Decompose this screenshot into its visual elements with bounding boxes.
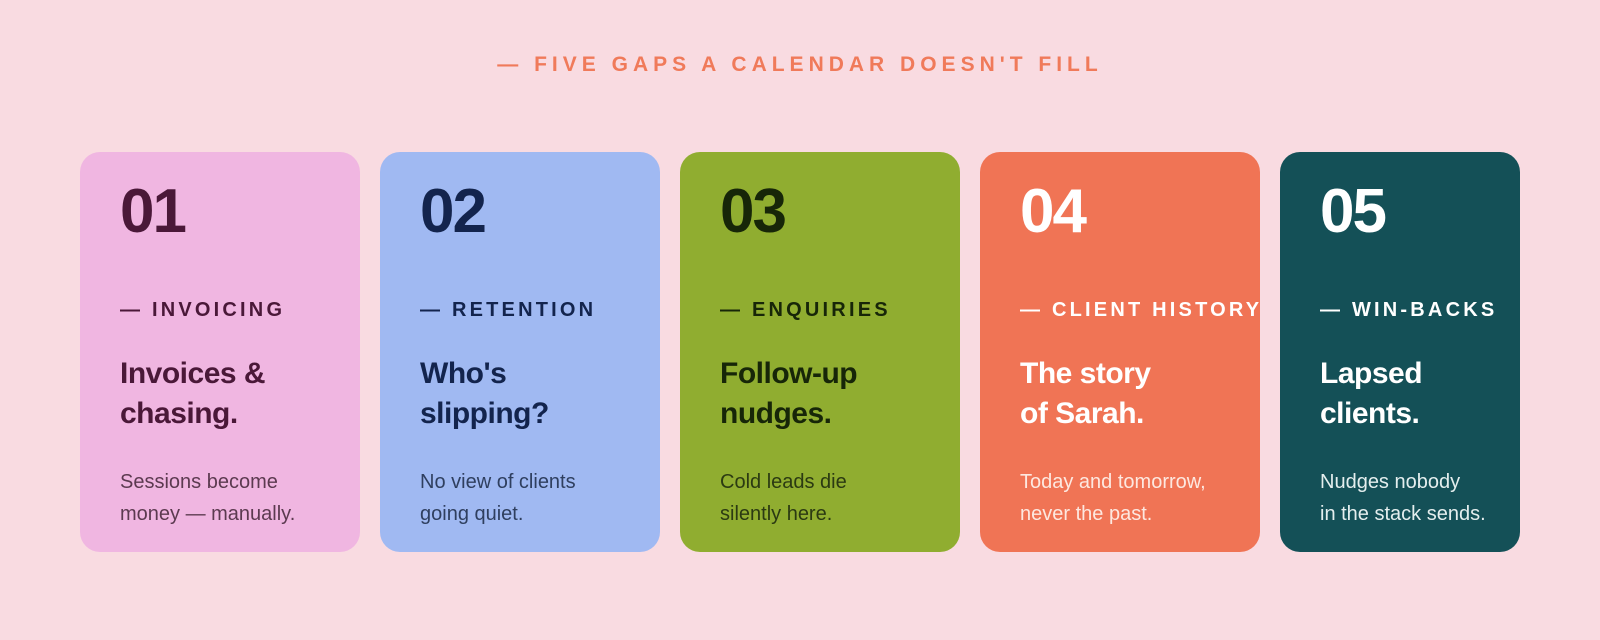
card-title-line: Who's <box>420 357 507 390</box>
card-tag: — ENQUIRIES <box>720 299 891 321</box>
card-title-line: chasing. <box>120 397 238 430</box>
card-description-line: Today and tomorrow, <box>1020 471 1206 493</box>
card-win-backs: 05 — WIN-BACKS Lapsed clients. Nudges no… <box>1280 152 1520 552</box>
card-description-line: Nudges nobody <box>1320 471 1461 493</box>
card-description-line: Cold leads die <box>720 471 847 493</box>
card-title-line: Lapsed <box>1320 357 1423 390</box>
card-tag: — RETENTION <box>420 299 597 321</box>
card-title: Who's slipping? <box>420 354 549 434</box>
card-number: 05 <box>1320 177 1387 246</box>
card-tag: — WIN-BACKS <box>1320 299 1498 321</box>
card-enquiries: 03 — ENQUIRIES Follow-up nudges. Cold le… <box>680 152 960 552</box>
card-description-line: never the past. <box>1020 503 1153 525</box>
card-description: Sessions become money — manually. <box>120 466 295 530</box>
card-description-line: No view of clients <box>420 471 576 493</box>
card-description: Nudges nobody in the stack sends. <box>1320 466 1486 530</box>
card-title-line: clients. <box>1320 397 1420 430</box>
card-invoicing: 01 — INVOICING Invoices & chasing. Sessi… <box>80 152 360 552</box>
card-title: Invoices & chasing. <box>120 354 266 434</box>
card-description-line: going quiet. <box>420 503 524 525</box>
card-number: 03 <box>720 177 787 246</box>
card-title: Follow-up nudges. <box>720 354 858 434</box>
card-number: 01 <box>120 177 187 246</box>
card-retention: 02 — RETENTION Who's slipping? No view o… <box>380 152 660 552</box>
card-number: 02 <box>420 177 487 246</box>
card-title: Lapsed clients. <box>1320 354 1423 434</box>
card-title-line: slipping? <box>420 397 549 430</box>
card-description-line: in the stack sends. <box>1320 503 1486 525</box>
card-number: 04 <box>1020 177 1087 246</box>
card-title-line: nudges. <box>720 397 832 430</box>
card-tag: — INVOICING <box>120 299 286 321</box>
card-title: The story of Sarah. <box>1020 354 1151 434</box>
section-eyebrow: — FIVE GAPS A CALENDAR DOESN'T FILL <box>497 53 1103 76</box>
card-title-line: of Sarah. <box>1020 397 1144 430</box>
card-title-line: Invoices & <box>120 357 266 390</box>
card-client-history: 04 — CLIENT HISTORY The story of Sarah. … <box>980 152 1260 552</box>
card-description: Today and tomorrow, never the past. <box>1020 466 1206 530</box>
card-description: No view of clients going quiet. <box>420 466 576 530</box>
card-description-line: silently here. <box>720 503 833 525</box>
card-title-line: The story <box>1020 357 1151 390</box>
card-description-line: Sessions become <box>120 471 278 493</box>
card-title-line: Follow-up <box>720 357 858 390</box>
card-tag: — CLIENT HISTORY <box>1020 299 1263 321</box>
card-description: Cold leads die silently here. <box>720 466 847 530</box>
card-description-line: money — manually. <box>120 503 296 525</box>
